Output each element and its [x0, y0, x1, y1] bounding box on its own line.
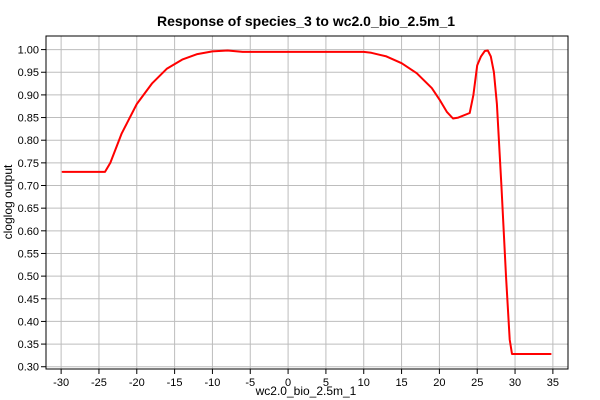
y-tick-label: 0.80	[18, 135, 39, 147]
axis-ticks: -30 -25 -20 -15 -10 -5 0 5 10 15 20 25 30 35 0.30 0.35 0…	[18, 45, 559, 389]
y-tick-label: 0.90	[18, 90, 39, 102]
x-axis-label: wc2.0_bio_2.5m_1	[255, 384, 357, 398]
y-tick-label: 0.60	[18, 226, 39, 238]
x-tick-label: -30	[53, 377, 69, 389]
x-tick-label: -20	[129, 377, 145, 389]
y-tick-label: 0.50	[18, 271, 39, 283]
x-tick-label: 35	[547, 377, 559, 389]
y-tick-label: 0.30	[18, 362, 39, 374]
y-tick-label: 0.85	[18, 113, 39, 125]
y-tick-label: 0.35	[18, 339, 39, 351]
chart-title: Response of species_3 to wc2.0_bio_2.5m_…	[157, 13, 455, 29]
y-tick-label: 0.55	[18, 248, 39, 260]
y-axis-label: cloglog output	[1, 164, 15, 239]
y-tick-label: 0.65	[18, 203, 39, 215]
response-curve-line	[61, 49, 552, 355]
x-tick-label: -15	[167, 377, 183, 389]
x-tick-label: 0	[285, 377, 291, 389]
x-tick-label: -10	[204, 377, 220, 389]
x-tick-label: 10	[358, 377, 370, 389]
y-tick-label: 0.75	[18, 158, 39, 170]
x-tick-label: 5	[323, 377, 329, 389]
x-tick-label: 30	[509, 377, 521, 389]
plot-area-frame	[45, 35, 569, 370]
series-layer	[61, 49, 552, 355]
grid-lines	[46, 36, 568, 369]
x-tick-label: -5	[245, 377, 255, 389]
x-tick-label: -25	[91, 377, 107, 389]
x-tick-label: 15	[395, 377, 407, 389]
y-tick-label: 0.45	[18, 294, 39, 306]
y-tick-label: 0.95	[18, 67, 39, 79]
y-tick-label: 0.40	[18, 316, 39, 328]
x-tick-label: 25	[471, 377, 483, 389]
y-tick-label: 1.00	[18, 45, 39, 57]
x-tick-label: 20	[433, 377, 445, 389]
y-tick-label: 0.70	[18, 181, 39, 193]
